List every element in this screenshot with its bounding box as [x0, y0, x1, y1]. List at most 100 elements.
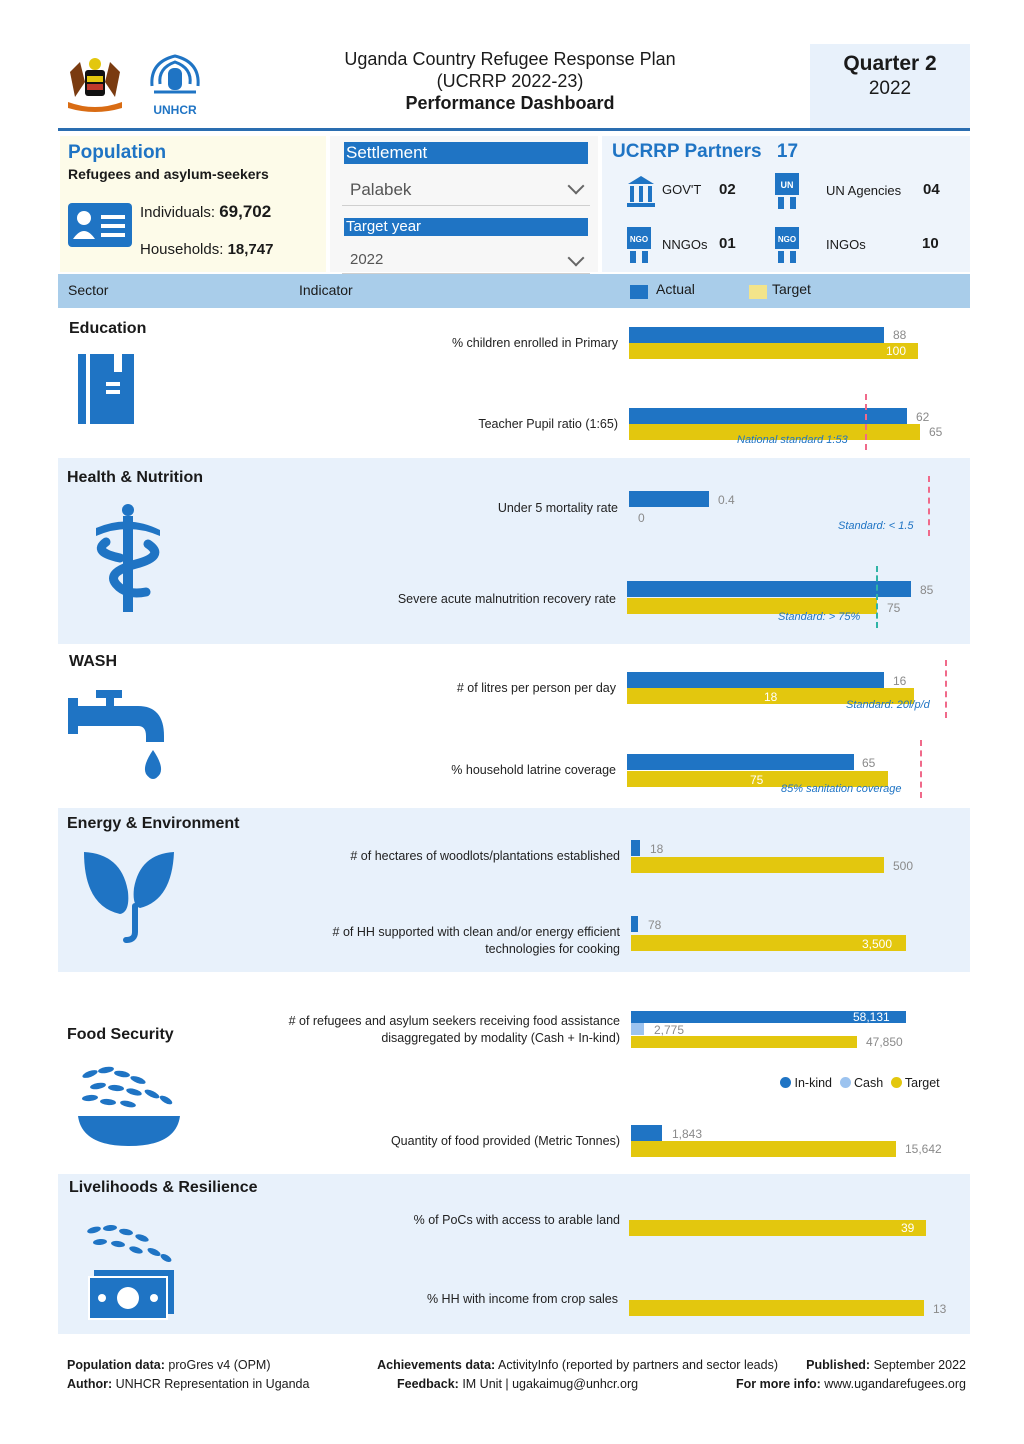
page-title: Uganda Country Refugee Response Plan (UC… — [300, 48, 720, 114]
individuals-label: Individuals: — [140, 204, 216, 221]
indicator-label: Quantity of food provided (Metric Tonnes… — [390, 1134, 620, 1148]
value-actual: 62 — [916, 410, 930, 424]
ach-data-value: ActivityInfo (reported by partners and s… — [498, 1358, 778, 1372]
population-subtitle: Refugees and asylum-seekers — [68, 166, 269, 182]
standard-line — [876, 566, 878, 628]
indicator-label: % of PoCs with access to arable land — [413, 1213, 620, 1227]
food-legend: In-kind Cash Target — [780, 1076, 940, 1090]
population-title: Population — [68, 142, 167, 163]
indicator-label: # of hectares of woodlots/plantations es… — [350, 849, 620, 863]
bar-target — [629, 424, 920, 440]
svg-text:UN: UN — [781, 180, 794, 190]
target-year-dropdown[interactable]: 2022 — [342, 246, 590, 274]
more-info-label: For more info: — [736, 1377, 821, 1391]
footer-middle: Achievements data: ActivityInfo (reporte… — [340, 1356, 778, 1394]
indicator-label: # of HH supported with clean and/or ener… — [270, 924, 620, 958]
food-title: Food Security — [67, 1026, 174, 1043]
uganda-coat-of-arms-logo — [60, 52, 130, 118]
government-building-icon — [626, 174, 656, 213]
bar-actual — [627, 581, 911, 597]
bar-target — [631, 1036, 857, 1048]
value-actual: 65 — [862, 756, 876, 770]
feedback-value: IM Unit | ugakaimug@unhcr.org — [462, 1377, 639, 1391]
un-agency-icon: UN — [774, 172, 800, 215]
svg-text:NGO: NGO — [630, 235, 648, 244]
indicator-column-header: Indicator — [299, 282, 353, 298]
published-value: September 2022 — [873, 1358, 966, 1372]
standard-label: National standard 1:53 — [737, 434, 848, 446]
actual-legend-label: Actual — [656, 281, 695, 297]
target-legend-swatch — [749, 285, 767, 299]
bar-actual — [629, 408, 907, 424]
standard-line — [945, 660, 947, 718]
value-target: 500 — [893, 859, 914, 873]
partners-title-row: UCRRP Partners 17 — [612, 141, 798, 163]
nngos-label: NNGOs — [662, 237, 708, 252]
indicator-label-line-1: # of HH supported with clean and/or ener… — [332, 925, 620, 939]
legend-inkind-label: In-kind — [794, 1076, 833, 1090]
pop-data-value: proGres v4 (OPM) — [168, 1358, 271, 1372]
nngos-value: 01 — [719, 235, 736, 252]
value-target: 3,500 — [862, 937, 893, 951]
govt-label: GOV'T — [662, 182, 702, 197]
partners-total: 17 — [776, 141, 799, 162]
published-label: Published: — [806, 1358, 871, 1372]
settlement-value: Palabek — [350, 180, 412, 199]
health-title: Health & Nutrition — [67, 469, 203, 486]
indicator-label: Under 5 mortality rate — [497, 501, 618, 515]
un-agencies-label: UN Agencies — [826, 183, 902, 198]
footer-right: Published: September 2022 For more info:… — [700, 1356, 966, 1394]
book-icon — [78, 354, 136, 429]
bar-actual — [629, 327, 884, 343]
standard-label: Standard: < 1.5 — [838, 520, 914, 532]
value-actual: 18 — [650, 842, 664, 856]
unhcr-logo-text: UNHCR — [153, 103, 197, 117]
standard-line — [928, 476, 930, 536]
govt-value: 02 — [719, 181, 736, 198]
standard-label: Standard: > 75% — [778, 611, 861, 623]
title-line-2: (UCRRP 2022-23) — [436, 71, 584, 91]
bar-target — [631, 1141, 896, 1157]
feedback-label: Feedback: — [397, 1377, 459, 1391]
quarter-year: 2022 — [868, 78, 912, 99]
id-card-icon — [68, 203, 132, 252]
target-legend-label: Target — [772, 281, 811, 297]
nngo-icon: NGO — [626, 226, 652, 269]
indicator-label-line-1: # of refugees and asylum seekers receivi… — [288, 1014, 620, 1028]
value-target: 75 — [887, 601, 901, 615]
standard-label: Standard: 20l/p/d — [846, 699, 930, 711]
header-divider — [58, 128, 970, 131]
bar-actual — [627, 672, 884, 688]
value-target: 0 — [638, 511, 645, 525]
indicator-label: Severe acute malnutrition recovery rate — [397, 592, 616, 606]
value-actual: 0.4 — [718, 493, 735, 507]
settlement-dropdown[interactable]: Palabek — [342, 174, 590, 206]
ingos-value: 10 — [922, 235, 939, 252]
bar-target — [629, 1300, 924, 1316]
footer-left: Population data: proGres v4 (OPM) Author… — [67, 1356, 309, 1394]
bar-target — [627, 598, 877, 614]
more-info-link[interactable]: www.ugandarefugees.org — [824, 1377, 966, 1391]
value-target: 47,850 — [866, 1035, 903, 1049]
individuals-row: Individuals: 69,702 — [140, 202, 271, 222]
partners-panel — [602, 136, 970, 272]
bar-target — [629, 343, 918, 359]
food-bowl-icon — [76, 1062, 182, 1153]
standard-line — [920, 740, 922, 798]
chevron-down-icon — [567, 177, 585, 195]
indicator-label: % household latrine coverage — [451, 763, 616, 777]
legend-cash-label: Cash — [853, 1076, 884, 1090]
title-line-1: Uganda Country Refugee Response Plan — [344, 49, 676, 69]
bar-actual — [631, 840, 640, 856]
water-tap-icon — [68, 688, 168, 789]
legend-cash-dot — [839, 1077, 851, 1088]
indicator-label: % children enrolled in Primary — [451, 336, 618, 350]
quarter-box: Quarter 2 2022 — [810, 44, 970, 128]
bar-inkind — [631, 1011, 906, 1023]
indicator-label: % HH with income from crop sales — [426, 1292, 618, 1306]
table-header: Sector Indicator Actual Target — [58, 274, 970, 308]
legend-inkind-dot — [780, 1077, 791, 1088]
partners-title: UCRRP Partners — [612, 141, 762, 162]
bar-actual — [631, 1125, 662, 1141]
value-target: 13 — [933, 1302, 947, 1316]
